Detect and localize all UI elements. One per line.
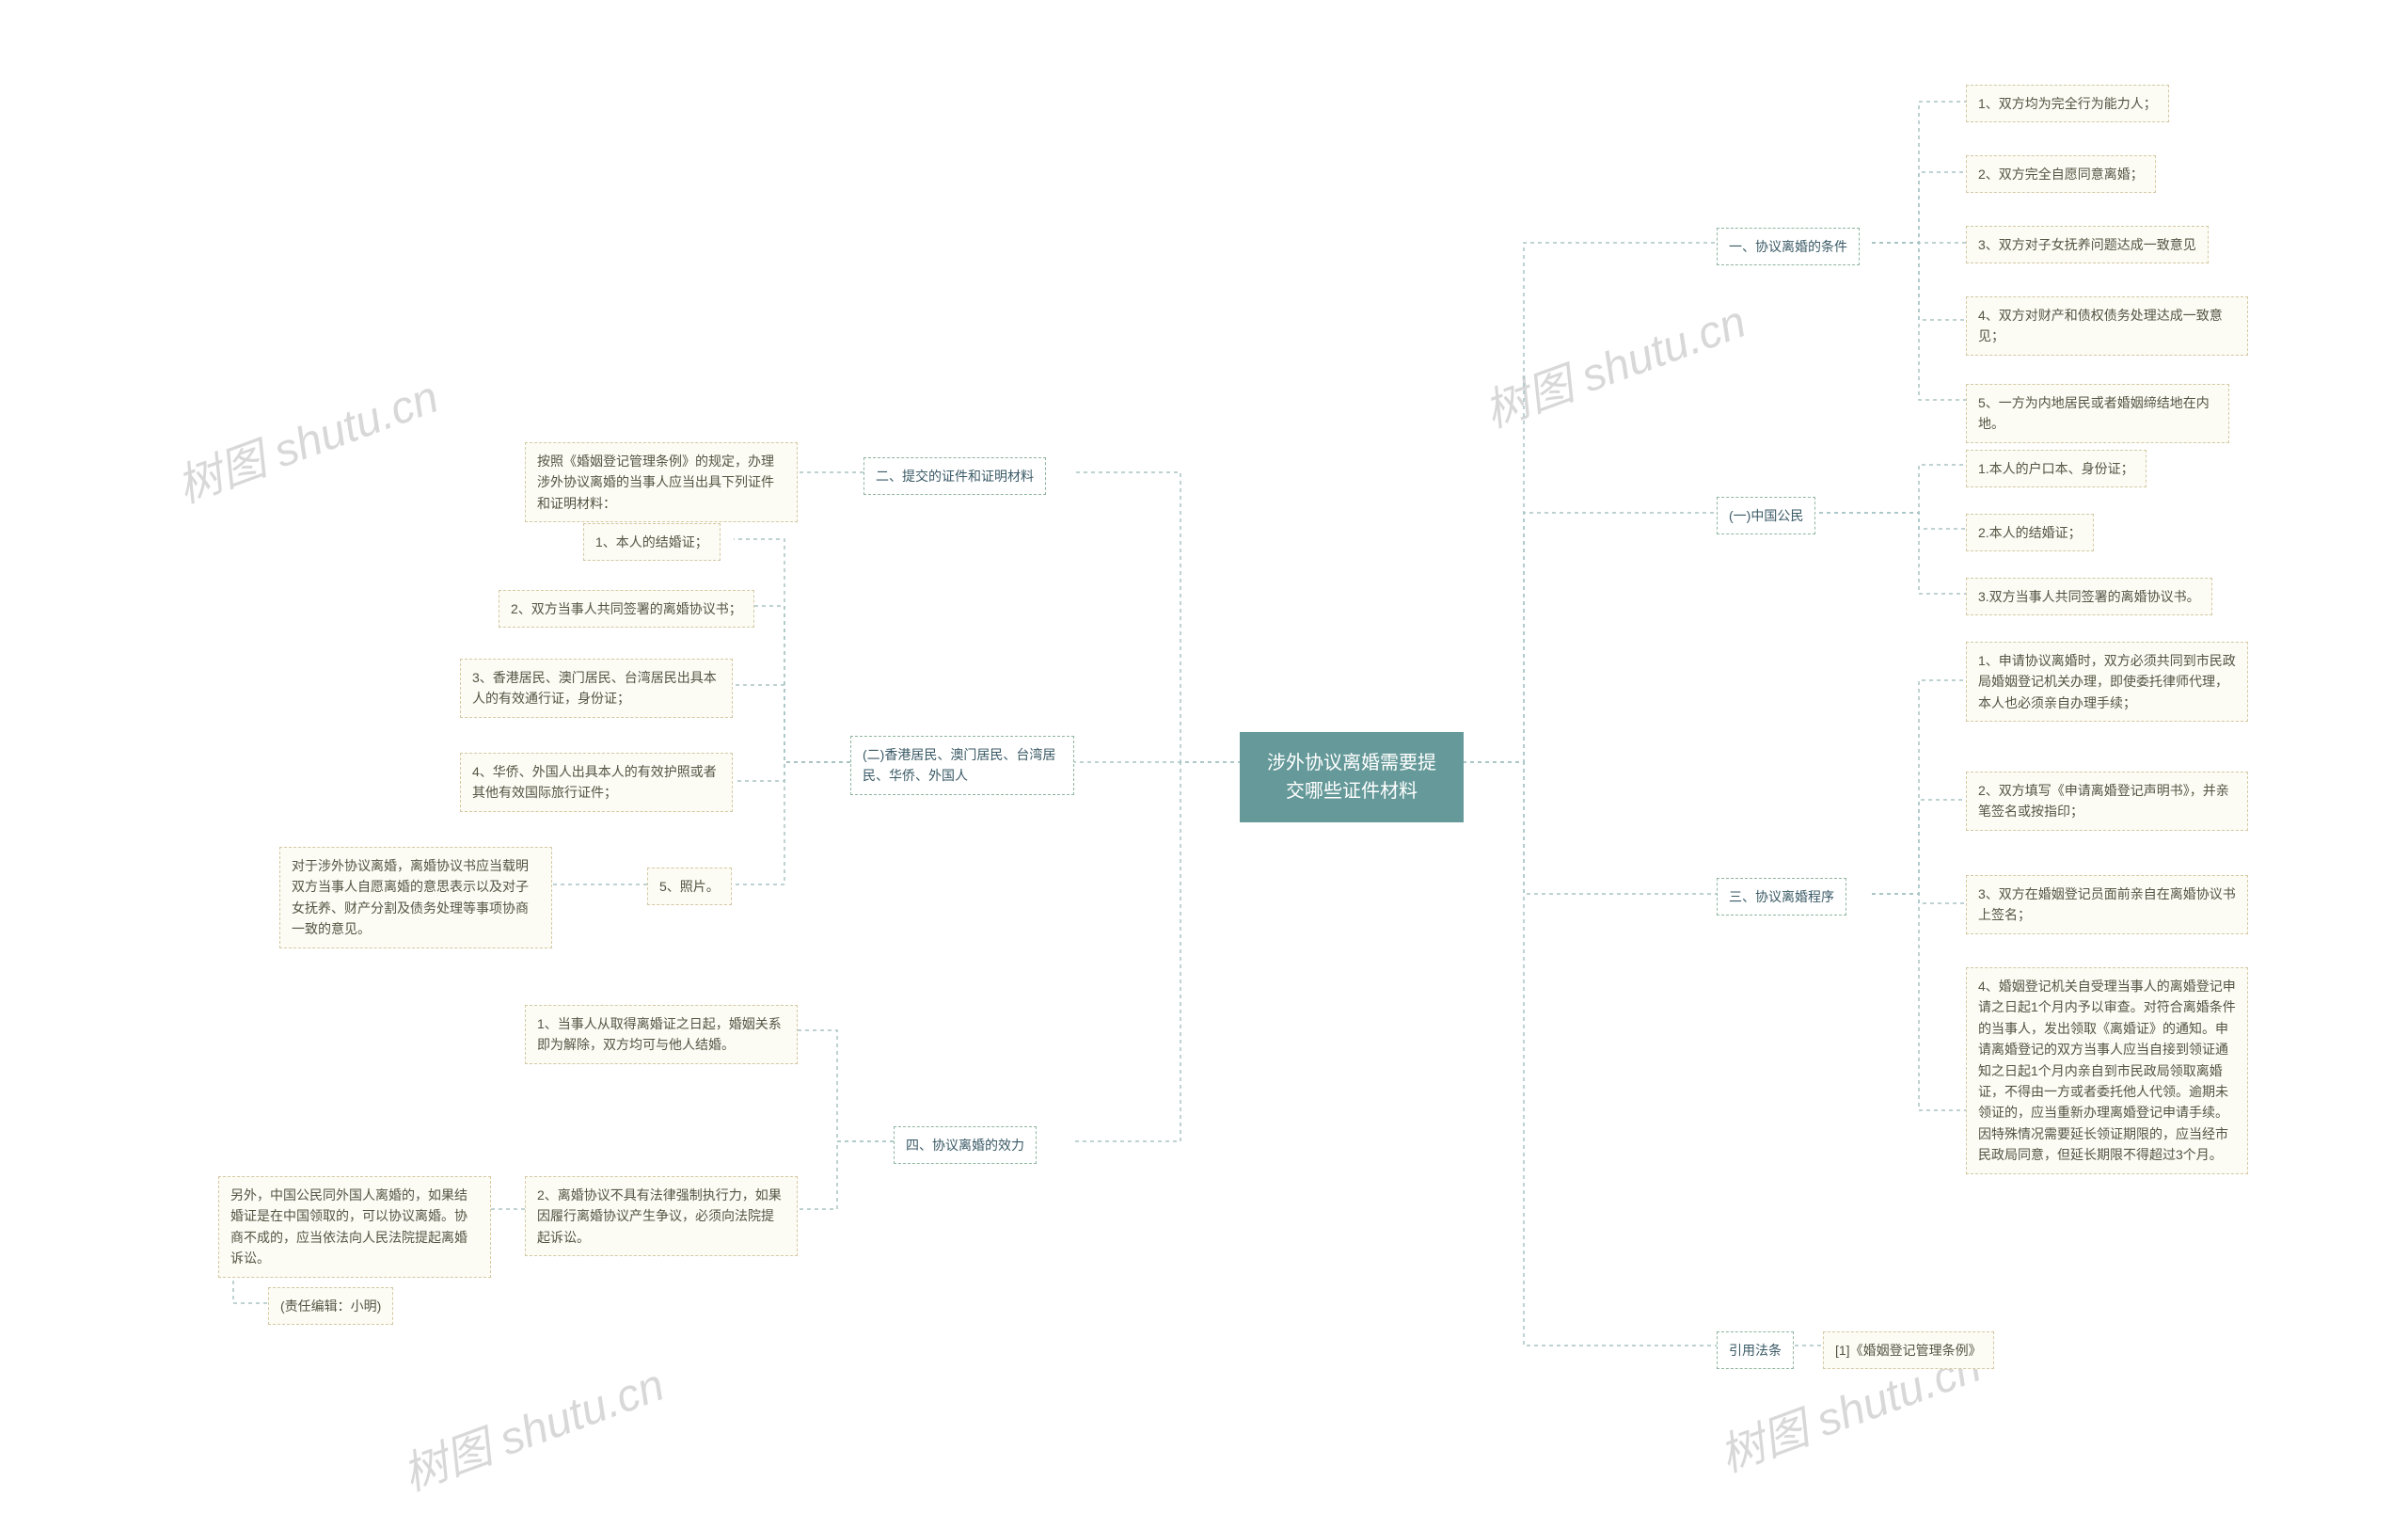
leaf-hk-0: 1、本人的结婚证； [583, 523, 721, 561]
leaf-hk-extra: 对于涉外协议离婚，离婚协议书应当载明双方当事人自愿离婚的意思表示以及对子女抚养、… [279, 847, 552, 948]
branch-1: 一、协议离婚的条件 [1717, 228, 1860, 265]
leaf-b4-1: 2、离婚协议不具有法律强制执行力，如果因履行离婚协议产生争议，必须向法院提起诉讼… [525, 1176, 798, 1256]
leaf-b3-1: 2、双方填写《申请离婚登记声明书》，并亲笔签名或按指印； [1966, 772, 2248, 831]
leaf-b3-2: 3、双方在婚姻登记员面前亲自在离婚协议书上签名； [1966, 875, 2248, 934]
leaf-b3-3: 4、婚姻登记机关自受理当事人的离婚登记申请之日起1个月内予以审查。对符合离婚条件… [1966, 967, 2248, 1174]
leaf-b2-0: 按照《婚姻登记管理条例》的规定，办理涉外协议离婚的当事人应当出具下列证件和证明材… [525, 442, 798, 522]
branch-china: (一)中国公民 [1717, 497, 1815, 534]
branch-3: 三、协议离婚程序 [1717, 878, 1846, 916]
branch-ref: 引用法条 [1717, 1331, 1794, 1369]
leaf-china-1: 2.本人的结婚证； [1966, 514, 2094, 551]
leaf-china-2: 3.双方当事人共同签署的离婚协议书。 [1966, 578, 2212, 615]
leaf-b1-4: 5、一方为内地居民或者婚姻缔结地在内地。 [1966, 384, 2229, 443]
branch-2: 二、提交的证件和证明材料 [863, 457, 1046, 495]
branch-hk: (二)香港居民、澳门居民、台湾居民、华侨、外国人 [850, 736, 1074, 795]
leaf-china-0: 1.本人的户口本、身份证； [1966, 450, 2147, 487]
leaf-b3-0: 1、申请协议离婚时，双方必须共同到市民政局婚姻登记机关办理，即使委托律师代理，本… [1966, 642, 2248, 722]
leaf-b1-3: 4、双方对财产和债权债务处理达成一致意见； [1966, 296, 2248, 356]
watermark: 树图 shutu.cn [166, 359, 446, 515]
leaf-b4-0: 1、当事人从取得离婚证之日起，婚姻关系即为解除，双方均可与他人结婚。 [525, 1005, 798, 1064]
leaf-b1-2: 3、双方对子女抚养问题达成一致意见 [1966, 226, 2209, 263]
center-topic: 涉外协议离婚需要提交哪些证件材料 [1240, 732, 1464, 822]
watermark: 树图 shutu.cn [1474, 284, 1753, 439]
leaf-hk-2: 3、香港居民、澳门居民、台湾居民出具本人的有效通行证，身份证； [460, 659, 733, 718]
leaf-hk-1: 2、双方当事人共同签署的离婚协议书； [499, 590, 754, 628]
leaf-b1-0: 1、双方均为完全行为能力人； [1966, 85, 2169, 122]
leaf-ref-0: [1]《婚姻登记管理条例》 [1823, 1331, 1994, 1369]
leaf-b1-1: 2、双方完全自愿同意离婚； [1966, 155, 2156, 193]
leaf-b4-extra2: (责任编辑：小明) [268, 1287, 393, 1325]
branch-4: 四、协议离婚的效力 [894, 1126, 1037, 1164]
leaf-hk-3: 4、华侨、外国人出具本人的有效护照或者其他有效国际旅行证件； [460, 753, 733, 812]
watermark: 树图 shutu.cn [392, 1347, 672, 1503]
leaf-b4-extra1: 另外，中国公民同外国人离婚的，如果结婚证是在中国领取的，可以协议离婚。协商不成的… [218, 1176, 491, 1278]
leaf-hk-4: 5、照片。 [647, 868, 732, 905]
center-title: 涉外协议离婚需要提交哪些证件材料 [1267, 753, 1436, 802]
